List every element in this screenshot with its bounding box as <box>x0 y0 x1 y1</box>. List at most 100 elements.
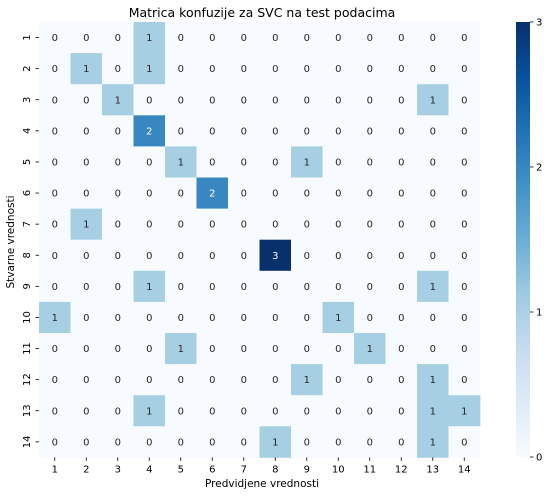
heatmap-cell <box>417 426 449 458</box>
cell-value-label: 0 <box>178 375 184 386</box>
heatmap-cell <box>228 115 260 147</box>
heatmap-cell <box>259 53 292 85</box>
cell-value-label: 0 <box>398 406 404 417</box>
cell-value-label: 0 <box>335 157 341 168</box>
cell-value-label: 0 <box>115 33 121 44</box>
cell-value-label: 0 <box>52 189 58 200</box>
x-tick-label: 13 <box>426 464 439 475</box>
heatmap-cell <box>196 270 229 303</box>
heatmap-cell <box>417 270 449 303</box>
heatmap-cell <box>385 301 418 334</box>
heatmap-cell <box>102 426 134 458</box>
heatmap-cell <box>291 146 323 178</box>
y-tick-label: 9 <box>22 283 33 289</box>
heatmap-cell <box>165 364 197 396</box>
heatmap-cell <box>70 270 103 303</box>
cell-value-label: 0 <box>304 220 310 231</box>
heatmap-cell <box>133 208 166 241</box>
x-tick-label: 12 <box>395 464 408 475</box>
cell-value-label: 0 <box>367 251 373 262</box>
heatmap-cell <box>322 177 355 209</box>
heatmap-cell <box>291 301 323 334</box>
heatmap-cell <box>39 115 71 147</box>
cell-value-label: 0 <box>304 313 310 324</box>
heatmap-cell <box>39 53 71 85</box>
cell-value-label: 0 <box>304 251 310 262</box>
heatmap-cell <box>354 146 386 178</box>
cell-value-label: 0 <box>398 375 404 386</box>
y-tick-label: 4 <box>22 128 33 134</box>
heatmap-cell <box>165 208 197 241</box>
heatmap-cell <box>133 146 166 178</box>
heatmap-cell <box>70 426 103 458</box>
heatmap-cell <box>417 84 449 116</box>
x-axis-label: Predvidjene vrednosti <box>205 478 319 490</box>
heatmap-cell <box>133 270 166 303</box>
heatmap-cell <box>165 146 197 178</box>
cell-value-label: 1 <box>430 95 436 106</box>
heatmap-cell <box>322 84 355 116</box>
heatmap-cell <box>102 84 134 116</box>
y-tick-label: 8 <box>22 252 33 258</box>
cell-value-label: 0 <box>115 251 121 262</box>
heatmap-cell <box>196 364 229 396</box>
cell-value-label: 0 <box>52 344 58 355</box>
x-tick-label: 5 <box>178 464 184 475</box>
cell-value-label: 0 <box>398 344 404 355</box>
heatmap-cell <box>259 22 292 54</box>
x-tick-label: 8 <box>272 464 278 475</box>
cell-value-label: 2 <box>209 189 215 200</box>
heatmap-cell <box>291 84 323 116</box>
cell-value-label: 0 <box>83 33 89 44</box>
cell-value-label: 0 <box>367 282 373 293</box>
cell-value-label: 0 <box>367 437 373 448</box>
cell-value-label: 0 <box>115 375 121 386</box>
x-axis-ticks: 1 2 3 4 5 6 7 8 9 10 11 12 13 14 <box>52 457 471 475</box>
heatmap-cell <box>448 22 481 54</box>
heatmap-cell <box>448 364 481 396</box>
heatmap-cell <box>102 53 134 85</box>
heatmap-cell <box>70 115 103 147</box>
heatmap-cell <box>228 146 260 178</box>
cell-value-label: 0 <box>304 406 310 417</box>
heatmap-cell <box>70 208 103 241</box>
cell-value-label: 0 <box>430 344 436 355</box>
heatmap-cell <box>39 426 71 458</box>
cell-value-label: 0 <box>398 437 404 448</box>
cell-value-label: 0 <box>52 437 58 448</box>
cell-value-label: 1 <box>430 375 436 386</box>
cell-value-label: 1 <box>178 344 184 355</box>
cell-value-label: 0 <box>461 33 467 44</box>
heatmap-cell <box>133 364 166 396</box>
heatmap-cell <box>259 84 292 116</box>
heatmap-cell <box>322 208 355 241</box>
colorbar-tick-label: 3 <box>536 18 542 29</box>
heatmap-cell <box>259 115 292 147</box>
cell-value-label: 1 <box>430 406 436 417</box>
heatmap-cell <box>196 333 229 365</box>
heatmap-cell <box>259 364 292 396</box>
cell-value-label: 0 <box>115 282 121 293</box>
heatmap-cell <box>448 270 481 303</box>
cell-value-label: 0 <box>146 189 152 200</box>
heatmap-cell <box>228 84 260 116</box>
heatmap-cell <box>417 115 449 147</box>
cell-value-label: 0 <box>430 64 436 75</box>
colorbar-tick-label: 2 <box>536 163 542 174</box>
cell-value-label: 0 <box>430 313 436 324</box>
colorbar-ticks: 0 1 2 3 <box>530 18 542 464</box>
heatmap-cell <box>417 301 449 334</box>
heatmap-cell <box>385 364 418 396</box>
cell-value-label: 0 <box>367 313 373 324</box>
cell-value-label: 0 <box>52 33 58 44</box>
heatmap-cell <box>448 53 481 85</box>
cell-value-label: 1 <box>146 33 152 44</box>
cell-value-label: 0 <box>241 437 247 448</box>
heatmap-cell <box>102 364 134 396</box>
heatmap-cell <box>102 115 134 147</box>
heatmap-cell <box>354 208 386 241</box>
cell-value-label: 0 <box>241 64 247 75</box>
cell-value-label: 0 <box>241 33 247 44</box>
cell-value-label: 0 <box>52 64 58 75</box>
heatmap-cell <box>354 84 386 116</box>
